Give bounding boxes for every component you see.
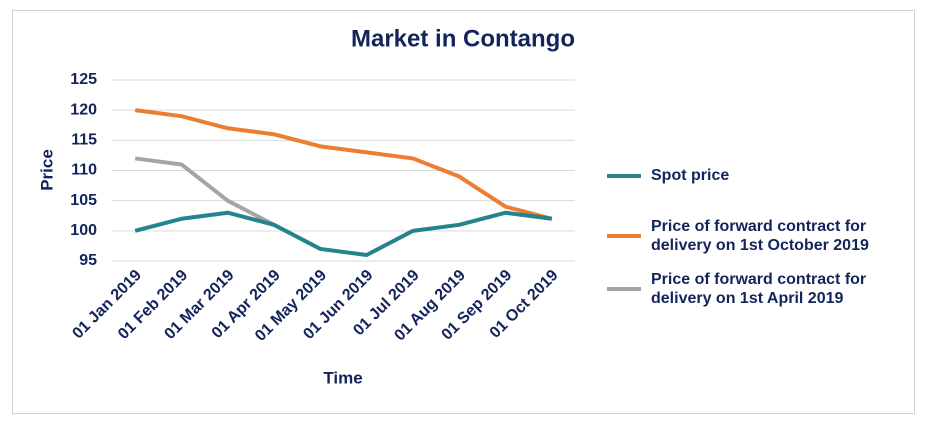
legend-item: Spot price [607, 166, 896, 185]
y-tick-label: 125 [70, 71, 97, 88]
x-axis-label: Time [323, 368, 362, 387]
y-tick-label: 95 [79, 252, 97, 269]
series-line [134, 210, 553, 257]
series-line [134, 108, 553, 221]
y-tick-label: 105 [70, 192, 97, 209]
y-axis-label: Price [37, 149, 56, 191]
legend-swatch [607, 234, 641, 238]
series-line [134, 156, 275, 227]
y-tick-label: 120 [70, 101, 97, 118]
legend-label: Price of forward contract for delivery o… [651, 218, 869, 254]
legend-label: Price of forward contract for delivery o… [651, 271, 867, 307]
legend-item: Price of forward contract for delivery o… [607, 217, 896, 255]
y-tick-label: 100 [70, 222, 97, 239]
legend-swatch [607, 173, 641, 178]
chart-border [12, 10, 915, 414]
y-tick-label: 115 [71, 132, 97, 149]
legend-item: Price of forward contract for delivery o… [607, 270, 896, 308]
chart-title: Market in Contango [351, 25, 575, 52]
legend-swatch [607, 287, 641, 291]
legend-label: Spot price [651, 167, 730, 184]
y-tick-label: 110 [71, 162, 97, 179]
